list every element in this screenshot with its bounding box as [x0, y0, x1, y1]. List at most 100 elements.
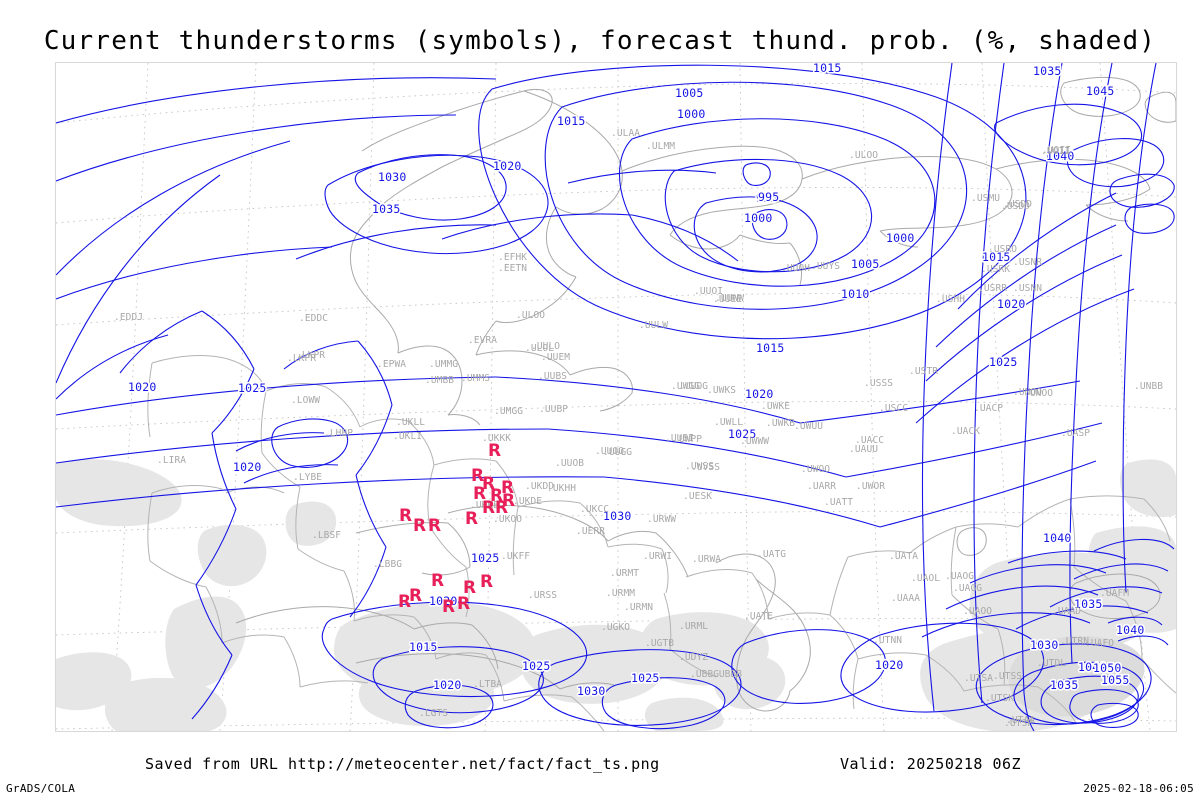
isobar-label: 1025: [471, 551, 500, 565]
thunderstorm-symbol: R: [471, 466, 484, 486]
isobar-label-halo: 1000: [744, 211, 773, 225]
isobar-label-halo: 1025: [989, 355, 1018, 369]
isobar-label: 1030: [577, 684, 606, 698]
station-label: .UKLI: [393, 431, 422, 442]
isobar-label: 1015: [982, 250, 1011, 264]
station-label: .USRR: [978, 283, 1007, 294]
station-label: .UUBP: [539, 404, 568, 415]
station-label: .UACC: [855, 435, 884, 446]
page-title: Current thunderstorms (symbols), forecas…: [43, 26, 1157, 56]
station-label: .UACP: [974, 403, 1003, 414]
isobar-label: 1025: [631, 671, 660, 685]
station-label: .UMMS: [461, 373, 490, 384]
map-canvas[interactable]: 995 995 1000 1000 1000 1000 1000 1000 1005 1005 10…: [55, 62, 1177, 732]
station-label: .URMT: [610, 568, 639, 579]
thunderstorm-symbol: R: [431, 571, 444, 591]
station-label: .UMGG: [494, 406, 523, 417]
isobar-label: 1030: [378, 170, 407, 184]
station-label: .UTSA: [964, 673, 993, 684]
station-label: .UATE: [744, 611, 773, 622]
station-label: .LKPR: [296, 350, 325, 361]
station-label: .USDD: [1001, 201, 1030, 212]
station-label: .UKKE: [470, 500, 499, 511]
station-label: .EDDC: [299, 313, 328, 324]
isobar-label-halo: 1030: [1030, 638, 1059, 652]
isobar-label: 1035: [1074, 597, 1103, 611]
thunderstorm-symbol: R: [409, 586, 422, 606]
isobar-label: 1025: [989, 355, 1018, 369]
station-label: .UATT: [824, 497, 853, 508]
isobar-label-halo: 1025: [522, 659, 551, 673]
isobar-label-halo: 1015: [756, 341, 785, 355]
thunderstorm-symbol: R: [413, 516, 426, 536]
isobar-label-halo: 1020: [433, 678, 462, 692]
station-label: .EPWA: [377, 359, 406, 370]
isobar-label: 1040: [1116, 623, 1145, 637]
isobar-label: 1035: [372, 202, 401, 216]
station-label: .UOII: [1042, 145, 1071, 156]
isobar-label-halo: 1020: [997, 297, 1026, 311]
station-label: .UNBB: [1134, 381, 1163, 392]
station-label: .UGTB: [645, 638, 674, 649]
isobar-layer: [56, 63, 1175, 731]
isobar-label-halo: 1025: [471, 551, 500, 565]
isobar-label: 1020: [377, 170, 406, 184]
station-label: .UATG: [757, 549, 786, 560]
isobar-label: 1020: [433, 678, 462, 692]
station-label: .USNR: [1013, 257, 1042, 268]
thunderstorm-symbol: R: [488, 441, 501, 461]
thunderstorm-symbol: R: [480, 572, 493, 592]
thunderstorm-symbol: R: [482, 474, 495, 494]
station-label: .UTAA: [1006, 715, 1035, 726]
station-label: .UMMG: [429, 359, 458, 370]
station-label: .USTR: [909, 366, 938, 377]
isobar-label-halo: 1020: [377, 170, 406, 184]
isobar-label: 1020: [997, 297, 1026, 311]
isobar-label-halo: 1000: [677, 107, 706, 121]
station-label: .UUBS: [538, 371, 567, 382]
station-label: .ULOO: [516, 310, 545, 321]
isobar-label: 1030: [1030, 638, 1059, 652]
station-label: .ULOL: [525, 343, 554, 354]
isobar-label-halo: 1005: [675, 86, 704, 100]
thunderstorm-symbol: R: [490, 486, 503, 506]
station-label: .UTNN: [873, 635, 902, 646]
station-label: .LTBA: [473, 679, 502, 690]
saved-from-url-text: Saved from URL http://meteocenter.net/fa…: [145, 755, 660, 773]
isobar-label: 1040: [1043, 531, 1072, 545]
station-label: .UUOI: [694, 286, 723, 297]
station-label: .UAOO: [963, 606, 992, 617]
isobar-label-halo: 1020: [1047, 149, 1076, 163]
isobar-label-halo: 1020: [493, 159, 522, 173]
isobar-label: 1020: [233, 460, 262, 474]
station-label: .UDYZ: [679, 652, 708, 663]
isobar-label: 1015: [557, 114, 586, 128]
isobar-label-halo: 1000: [886, 231, 915, 245]
station-label: .USCC: [879, 403, 908, 414]
station-label: .USRO: [988, 244, 1017, 255]
coastline-layer: [235, 76, 1176, 712]
isobar-label: 1045: [1086, 84, 1115, 98]
station-label: .URMM: [606, 588, 635, 599]
station-label: .UARR: [807, 481, 836, 492]
isobar-label-halo: 1030: [378, 170, 407, 184]
station-label: .URWW: [647, 514, 676, 525]
station-label: .UMBB: [425, 375, 454, 386]
station-label: .UWKE: [761, 401, 790, 412]
station-label: .UUEE: [713, 294, 742, 305]
station-label: .UTRN: [1060, 636, 1089, 647]
station-label: .UUEM: [541, 352, 570, 363]
station-label: .EVRA: [468, 335, 497, 346]
isobar-label-halo: 1020: [429, 594, 458, 608]
station-label: .USRK: [981, 264, 1010, 275]
station-label: .UNOO: [1024, 388, 1053, 399]
station-label: .UKCC: [580, 504, 609, 515]
isobar-label-halo: 1050: [1093, 661, 1122, 675]
station-label: .UWGG: [671, 381, 700, 392]
station-label: .UUOH: [781, 263, 810, 274]
station-label: .UTSS: [993, 671, 1022, 682]
isobar-label: 1000: [677, 107, 706, 121]
station-label: .UTSP: [1004, 718, 1033, 729]
station-label: .ULMM: [646, 141, 675, 152]
